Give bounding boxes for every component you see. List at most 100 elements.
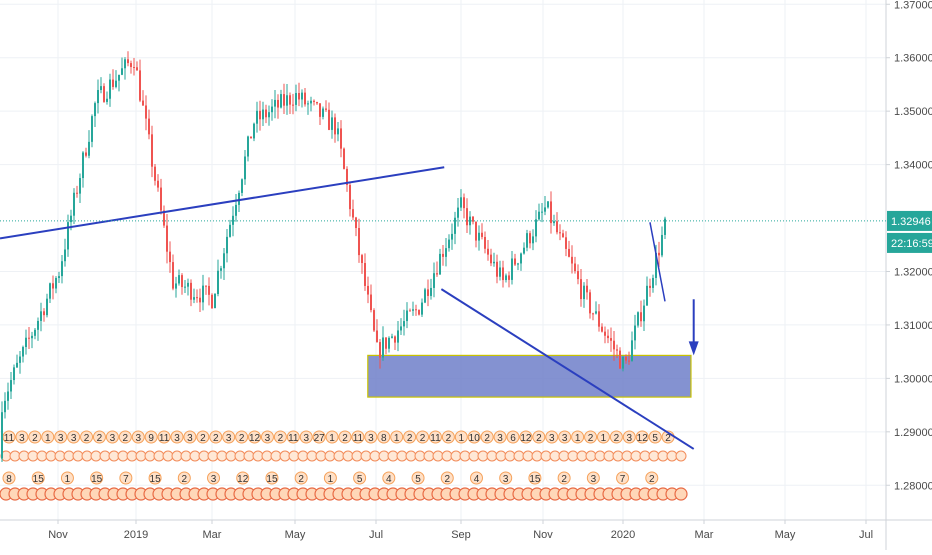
event-marker xyxy=(323,471,337,485)
x-tick-label: Mar xyxy=(695,529,714,541)
candle-body xyxy=(616,349,618,351)
candle-body xyxy=(322,108,324,117)
y-tick-label: 1.34000 xyxy=(894,160,932,172)
candle-body xyxy=(484,236,486,249)
event-label: 2 xyxy=(239,433,245,444)
candle-body xyxy=(637,312,639,326)
candle-body xyxy=(514,258,516,265)
candle-body xyxy=(70,215,72,223)
event-label: 3 xyxy=(265,433,271,444)
event-marker xyxy=(260,430,274,444)
candle-body xyxy=(241,179,243,193)
event-label: 3 xyxy=(303,433,309,444)
y-tick-label: 1.37000 xyxy=(894,0,932,11)
candle-body xyxy=(589,292,591,314)
event-label: 11 xyxy=(159,433,170,444)
event-label: 2 xyxy=(484,433,490,444)
candle-body xyxy=(262,109,264,120)
event-marker xyxy=(645,471,659,485)
candle-body xyxy=(121,68,123,75)
event-marker xyxy=(119,471,133,485)
candle-body xyxy=(499,267,501,277)
candle-body xyxy=(187,282,189,287)
candle-body xyxy=(409,310,411,312)
candle-body xyxy=(544,207,546,212)
candle-body xyxy=(97,90,99,104)
candle-body xyxy=(313,100,315,102)
candle-body xyxy=(433,273,435,288)
candle-body xyxy=(568,248,570,257)
candle-body xyxy=(52,283,54,289)
event-marker xyxy=(480,430,494,444)
event-marker xyxy=(467,430,481,444)
event-marker xyxy=(312,430,326,444)
event-marker xyxy=(558,430,572,444)
candle-body xyxy=(40,311,42,321)
candle-body xyxy=(109,79,111,99)
event-label: 15 xyxy=(266,474,278,485)
event-label: 11 xyxy=(430,433,441,444)
candle-body xyxy=(595,311,597,314)
candle-body xyxy=(205,285,207,287)
candle-body xyxy=(550,201,552,224)
event-marker xyxy=(131,430,145,444)
candle-body xyxy=(235,204,237,216)
event-marker xyxy=(622,430,636,444)
event-label: 3 xyxy=(549,433,555,444)
candle-body xyxy=(613,340,615,350)
current-price-tag xyxy=(887,210,932,231)
event-label: 1 xyxy=(601,433,607,444)
candle-body xyxy=(49,283,51,299)
candle-body xyxy=(10,380,12,392)
candle-body xyxy=(163,210,165,226)
candle-body xyxy=(199,297,201,303)
event-marker xyxy=(105,430,119,444)
candle-body xyxy=(604,331,606,336)
candle-body xyxy=(238,192,240,205)
candle-body xyxy=(316,101,318,104)
upper-trendline xyxy=(0,166,445,240)
event-label: 3 xyxy=(627,433,633,444)
event-label: 2 xyxy=(213,433,219,444)
candle-body xyxy=(607,335,609,339)
candle-body xyxy=(337,128,339,135)
candle-body xyxy=(328,109,330,130)
event-label: 3 xyxy=(110,433,116,444)
event-label: 2 xyxy=(420,433,426,444)
candle-body xyxy=(424,289,426,303)
candle-body xyxy=(283,94,285,106)
event-label: 7 xyxy=(620,474,626,485)
candle-body xyxy=(556,221,558,233)
candle-body xyxy=(532,236,534,244)
event-marker xyxy=(294,471,308,485)
event-marker xyxy=(675,450,687,462)
candle-body xyxy=(307,103,309,105)
event-marker xyxy=(170,430,184,444)
candle-body xyxy=(4,400,6,413)
event-label: 3 xyxy=(135,433,141,444)
candle-body xyxy=(301,92,303,100)
event-label: 27 xyxy=(314,433,326,444)
candle-body xyxy=(598,311,600,327)
event-marker xyxy=(674,487,688,501)
event-label: 3 xyxy=(226,433,232,444)
event-label: 12 xyxy=(520,433,532,444)
event-label: 10 xyxy=(469,433,481,444)
candle-body xyxy=(352,209,354,218)
event-marker xyxy=(248,430,262,444)
event-label: 3 xyxy=(58,433,64,444)
candle-body xyxy=(268,112,270,118)
x-tick-label: Nov xyxy=(533,529,553,541)
event-marker xyxy=(60,471,74,485)
candle-body xyxy=(190,282,192,300)
event-marker xyxy=(286,430,300,444)
candle-body xyxy=(421,302,423,315)
event-marker xyxy=(31,471,45,485)
candle-body xyxy=(364,263,366,286)
candle-body xyxy=(355,217,357,229)
event-label: 11 xyxy=(288,433,299,444)
event-label: 2 xyxy=(182,474,188,485)
event-label: 2 xyxy=(298,474,304,485)
candle-body xyxy=(415,309,417,311)
